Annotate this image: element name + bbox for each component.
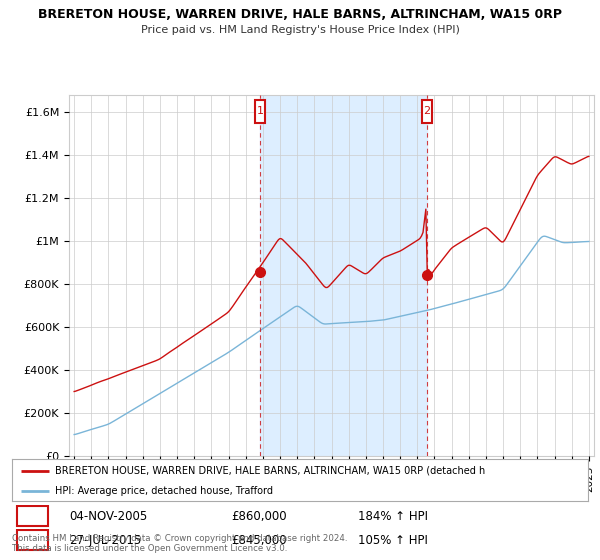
Text: Price paid vs. HM Land Registry's House Price Index (HPI): Price paid vs. HM Land Registry's House … <box>140 25 460 35</box>
Text: 27-JUL-2015: 27-JUL-2015 <box>70 534 142 547</box>
Bar <box>422 100 432 123</box>
Text: 2: 2 <box>28 534 36 547</box>
Text: BRERETON HOUSE, WARREN DRIVE, HALE BARNS, ALTRINCHAM, WA15 0RP (detached h: BRERETON HOUSE, WARREN DRIVE, HALE BARNS… <box>55 466 485 476</box>
Text: 1: 1 <box>28 510 36 523</box>
Text: 2: 2 <box>424 106 431 116</box>
Text: Contains HM Land Registry data © Crown copyright and database right 2024.
This d: Contains HM Land Registry data © Crown c… <box>12 534 347 553</box>
Bar <box>17 530 48 550</box>
Bar <box>256 100 265 123</box>
Text: 105% ↑ HPI: 105% ↑ HPI <box>358 534 427 547</box>
Bar <box>260 95 427 456</box>
Text: £845,000: £845,000 <box>231 534 287 547</box>
Text: 1: 1 <box>257 106 263 116</box>
Text: £860,000: £860,000 <box>231 510 287 523</box>
Text: HPI: Average price, detached house, Trafford: HPI: Average price, detached house, Traf… <box>55 486 273 496</box>
Bar <box>17 506 48 526</box>
Text: 04-NOV-2005: 04-NOV-2005 <box>70 510 148 523</box>
Text: BRERETON HOUSE, WARREN DRIVE, HALE BARNS, ALTRINCHAM, WA15 0RP: BRERETON HOUSE, WARREN DRIVE, HALE BARNS… <box>38 8 562 21</box>
Text: 184% ↑ HPI: 184% ↑ HPI <box>358 510 428 523</box>
